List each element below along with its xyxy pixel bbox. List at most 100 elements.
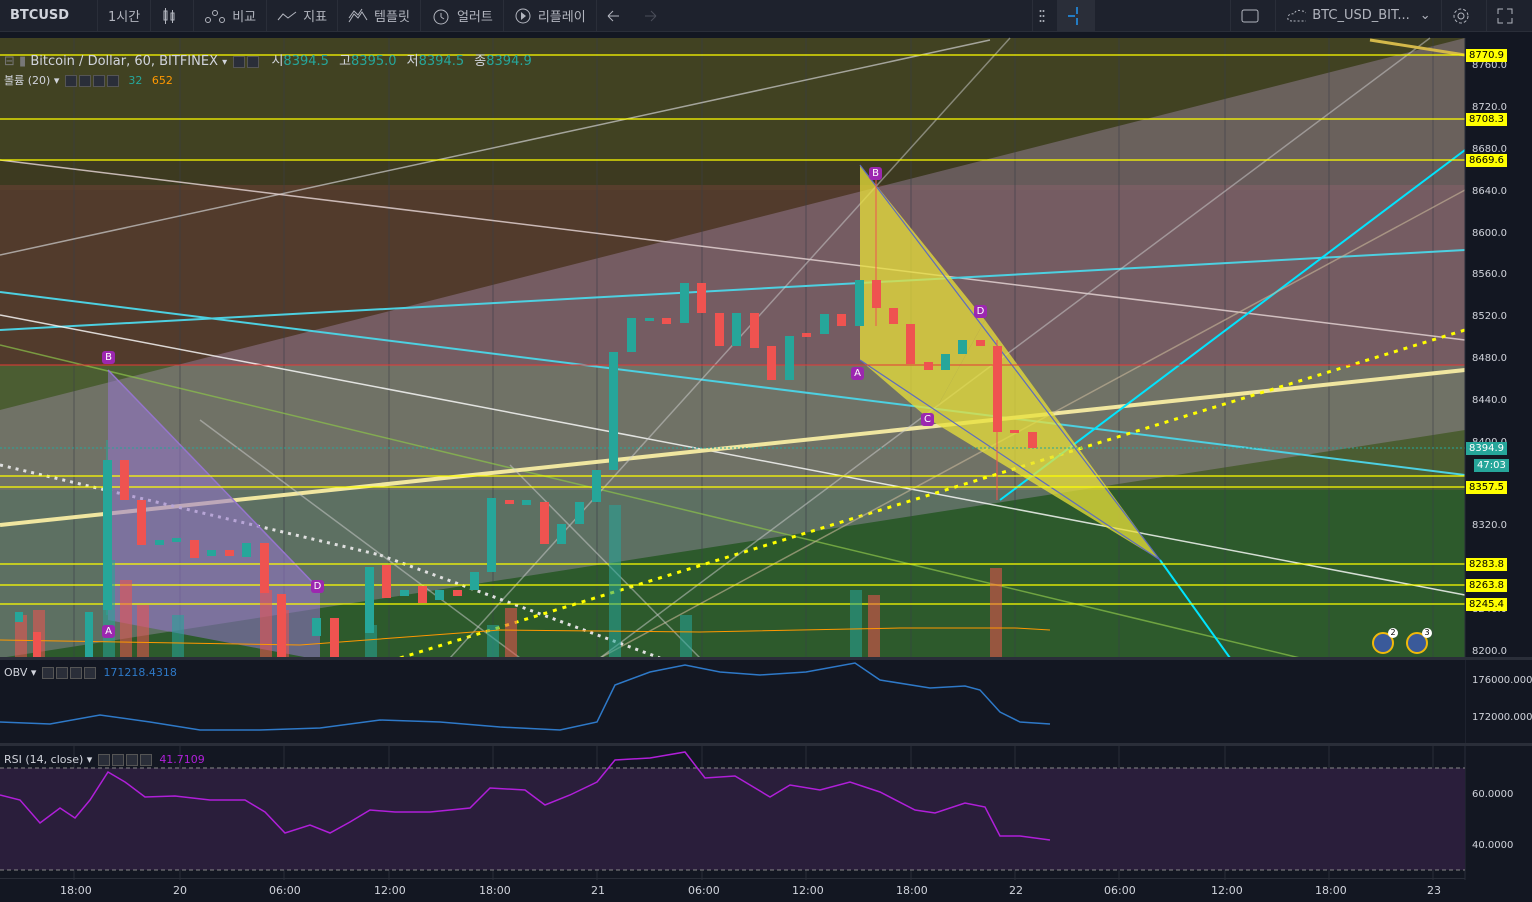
rsi-label[interactable]: RSI (14, close) (4, 753, 84, 766)
pattern-label-a[interactable]: A (102, 625, 115, 638)
settings-icon[interactable] (247, 55, 260, 68)
fullscreen-button[interactable] (1487, 0, 1529, 31)
event-badge[interactable]: 3 (1406, 628, 1432, 654)
chart-type-button[interactable] (151, 0, 195, 31)
pattern-label-b[interactable]: B (869, 167, 882, 180)
replay-button[interactable]: 리플레이 (504, 0, 597, 31)
eye-icon[interactable] (97, 754, 110, 766)
expand-icon (1497, 8, 1513, 23)
settings-button[interactable] (1442, 0, 1487, 31)
fullscreen-toggle-button[interactable] (1229, 0, 1276, 31)
close-icon[interactable] (139, 754, 152, 766)
compare-icon (205, 9, 226, 23)
legend-collapse-icon[interactable]: ⊟ (4, 54, 15, 69)
pattern-label-d[interactable]: D (974, 305, 987, 318)
candles-icon (163, 7, 175, 24)
price-line-tag[interactable]: 8770.9 (1466, 49, 1507, 62)
add-icon[interactable] (69, 667, 82, 679)
price-axis-label: 8760.0 (1472, 60, 1507, 71)
main-legend: ⊟ ▮ Bitcoin / Dollar, 60, BITFINEX ▾ 시 83… (4, 50, 532, 69)
eye-icon[interactable] (41, 667, 54, 679)
alarm-clock-icon (433, 9, 449, 24)
legend-title[interactable]: Bitcoin / Dollar, 60, BITFINEX (30, 54, 218, 69)
price-axis-label: 8200.0 (1472, 646, 1507, 657)
obv-label[interactable]: OBV (4, 666, 28, 679)
settings-icon[interactable] (78, 75, 91, 87)
symbol-text: BTCUSD (10, 8, 70, 23)
settings-icon[interactable] (111, 754, 124, 766)
alert-button[interactable]: 얼러트 (421, 0, 504, 31)
rsi-value: 41.7109 (159, 753, 205, 766)
price-line-tag[interactable]: 8283.8 (1466, 558, 1507, 571)
pane-separator-obv[interactable] (0, 657, 1532, 660)
crosshair-button[interactable] (1056, 0, 1095, 31)
alert-label: 얼러트 (456, 10, 493, 25)
drag-handle[interactable] (1033, 0, 1057, 31)
interval-text: 1시간 (108, 10, 141, 25)
event-count: 3 (1422, 628, 1432, 638)
eye-icon[interactable] (64, 75, 77, 87)
volume-label[interactable]: 볼륨 (20) (4, 74, 51, 87)
redo-button[interactable] (635, 0, 1033, 31)
time-axis-label: 06:00 (688, 884, 720, 897)
layout-select[interactable]: BTC_USD_BIT... ⌄ (1276, 0, 1442, 31)
chevron-down-icon[interactable]: ▾ (86, 753, 93, 766)
time-axis-label: 18:00 (1315, 884, 1347, 897)
open-label: 시 (271, 54, 284, 69)
event-count: 2 (1388, 628, 1398, 638)
volume-value-1: 32 (128, 74, 143, 87)
chevron-down-icon[interactable]: ▾ (222, 57, 228, 68)
chevron-down-icon[interactable]: ▾ (30, 666, 37, 679)
pattern-label-c[interactable]: C (921, 413, 934, 426)
replay-label: 리플레이 (537, 10, 586, 25)
close-label: 종 (474, 54, 487, 69)
indicators-button[interactable]: 지표 (267, 0, 339, 31)
pane-separator-rsi[interactable] (0, 743, 1532, 746)
templates-label: 템플릿 (374, 10, 410, 25)
interval-button[interactable]: 1시간 (98, 0, 152, 31)
price-axis-label: 8480.0 (1472, 353, 1507, 364)
price-line-tag[interactable]: 8669.6 (1466, 154, 1507, 167)
last-price-tag: 8394.9 (1466, 442, 1507, 455)
time-axis-label: 12:00 (1211, 884, 1243, 897)
price-line-tag[interactable]: 8357.5 (1466, 481, 1507, 494)
time-axis-label: 06:00 (269, 884, 301, 897)
price-line-tag[interactable]: 8245.4 (1466, 598, 1507, 611)
time-axis-label: 12:00 (792, 884, 824, 897)
eye-icon[interactable] (233, 55, 246, 68)
time-axis-label: 23 (1427, 884, 1441, 897)
price-candles (15, 180, 1037, 658)
time-axis-label: 06:00 (1104, 884, 1136, 897)
pattern-label-b[interactable]: B (102, 351, 115, 364)
pattern-label-a[interactable]: A (851, 367, 864, 380)
time-axis[interactable] (0, 878, 1465, 902)
undo-icon (607, 10, 619, 21)
chevron-down-icon[interactable]: ▾ (53, 74, 60, 87)
add-icon[interactable] (92, 75, 105, 87)
flag-icon: ▮ (19, 54, 27, 69)
settings-icon[interactable] (55, 667, 68, 679)
volume-value-2: 652 (151, 74, 173, 87)
event-badge[interactable]: 2 (1372, 628, 1398, 654)
redo-icon (644, 10, 657, 21)
close-icon[interactable] (106, 75, 119, 87)
compare-button[interactable]: 비교 (194, 0, 268, 31)
price-line-tag[interactable]: 8708.3 (1466, 113, 1507, 126)
obv-legend: OBV ▾ 171218.4318 (4, 666, 177, 679)
price-line-tag[interactable]: 8263.8 (1466, 579, 1507, 592)
add-icon[interactable] (125, 754, 138, 766)
pattern-label-d[interactable]: D (311, 580, 324, 593)
templates-icon (348, 8, 368, 22)
undo-button[interactable] (597, 0, 635, 31)
templates-button[interactable]: 템플릿 (338, 0, 421, 31)
symbol-search-button[interactable]: BTCUSD (0, 0, 98, 31)
high-value: 8395.0 (351, 54, 397, 69)
high-label: 고 (339, 54, 352, 69)
close-icon[interactable] (83, 667, 96, 679)
price-axis-label: 8640.0 (1472, 186, 1507, 197)
rsi-axis-label: 40.0000 (1472, 840, 1514, 851)
price-axis-label: 8720.0 (1472, 102, 1507, 113)
time-axis-label: 12:00 (374, 884, 406, 897)
gear-icon (1453, 8, 1469, 23)
